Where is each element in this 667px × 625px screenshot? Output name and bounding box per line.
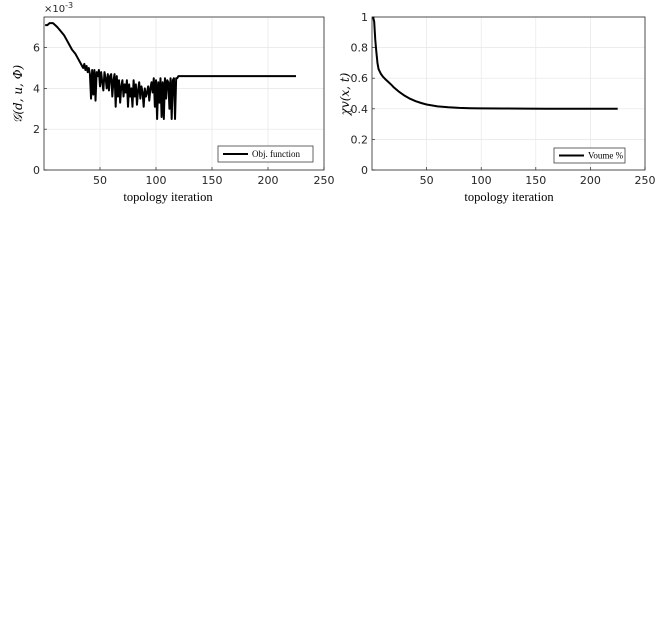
y-tick-label: 0.6 xyxy=(351,72,369,85)
chart1-y-axis-label: 𝒢(d, u, Φ) xyxy=(11,64,25,123)
y-tick-label: 0.8 xyxy=(351,42,369,55)
legend-label: Obj. function xyxy=(252,149,300,159)
y-tick-label: 2 xyxy=(33,123,40,136)
chart1-axes-frame xyxy=(43,16,325,171)
chart-objective-function: 50 100 150 200 250 0 2 4 6 ×10-3 topology iterat… xyxy=(11,1,335,204)
chart2-x-axis-label: topology iteration xyxy=(464,190,554,204)
legend-box xyxy=(217,145,314,163)
x-tick-label: 100 xyxy=(471,174,492,187)
series-line xyxy=(45,22,296,120)
chart2-series xyxy=(372,16,618,110)
chart1-y-exponent: ×10-3 xyxy=(44,1,73,15)
y-tick-label: 4 xyxy=(33,82,40,95)
x-tick-label: 250 xyxy=(314,174,335,187)
chart1-x-axis-label: topology iteration xyxy=(123,190,213,204)
x-tick-label: 150 xyxy=(202,174,223,187)
chart2-legend: Voume % xyxy=(553,147,626,164)
x-tick-label: 50 xyxy=(93,174,107,187)
y-tick-label: 0 xyxy=(361,164,368,177)
x-tick-label: 150 xyxy=(525,174,546,187)
legend-box xyxy=(553,147,626,164)
chart2-grid xyxy=(372,16,646,171)
series-line xyxy=(372,16,618,110)
y-tick-label: 1 xyxy=(361,11,368,24)
x-tick-label: 100 xyxy=(146,174,167,187)
x-tick-label: 200 xyxy=(258,174,279,187)
chart2-ticks: 50 100 150 200 250 0 0.2 0.4 0.6 0.8 1 xyxy=(351,11,656,187)
chart-volume-fraction: 50 100 150 200 250 0 0.2 0.4 0.6 0.8 1 topology it… xyxy=(338,11,656,204)
y-tick-label: 0.4 xyxy=(351,103,369,116)
chart1-ticks: 50 100 150 200 250 0 2 4 6 xyxy=(33,42,335,187)
chart2-axes-frame xyxy=(371,16,646,171)
chart2-y-axis-label: χv(x, t) xyxy=(338,72,352,116)
legend-label: Voume % xyxy=(588,151,624,161)
y-tick-label: 0 xyxy=(33,164,40,177)
x-tick-label: 200 xyxy=(580,174,601,187)
y-tick-label: 0.2 xyxy=(351,133,369,146)
chart1-legend: Obj. function xyxy=(217,145,314,163)
y-tick-label: 6 xyxy=(33,42,40,55)
x-tick-label: 50 xyxy=(420,174,434,187)
x-tick-label: 250 xyxy=(635,174,656,187)
chart1-series xyxy=(45,22,296,120)
